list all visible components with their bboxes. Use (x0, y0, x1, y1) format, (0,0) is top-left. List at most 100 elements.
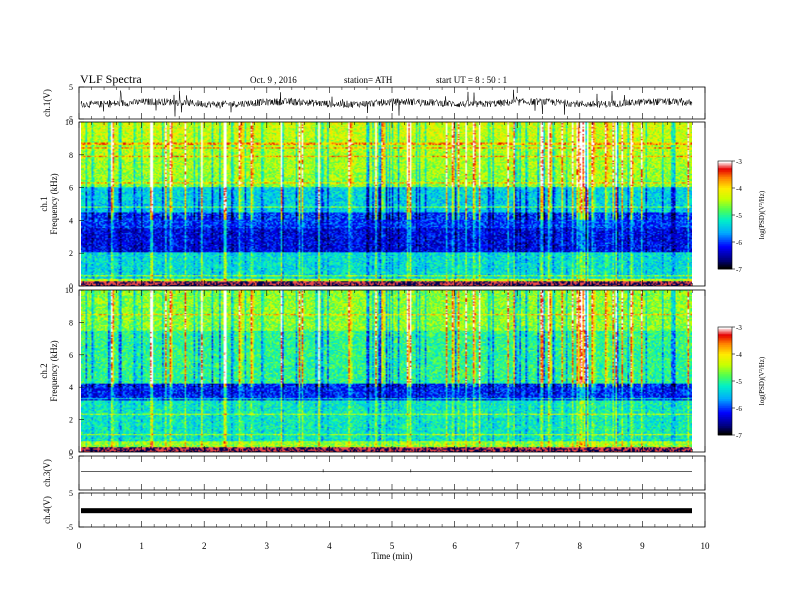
colorbar-swatch (718, 170, 732, 173)
sp1-ylabel-channel: ch.1 (39, 196, 49, 211)
colorbar-tick-label: -7 (736, 432, 742, 440)
time-tick-label: 3 (265, 541, 270, 551)
time-tick-label: 2 (202, 541, 207, 551)
colorbar-swatch (718, 379, 732, 382)
colorbar-swatch (718, 375, 732, 378)
colorbar-swatch (718, 420, 732, 423)
colorbar-swatch (718, 177, 732, 180)
colorbar-swatch (718, 222, 732, 225)
colorbar-swatch (718, 197, 732, 200)
time-axis-label: Time (min) (372, 551, 413, 561)
colorbar-swatch (718, 372, 732, 375)
colorbar-swatch (718, 161, 732, 164)
ch1-waveform-panel: 5 -5 ch.1(V) (42, 83, 706, 124)
colorbar-swatch (718, 240, 732, 243)
colorbar-tick-label: -3 (736, 324, 742, 332)
colorbar-swatch (718, 400, 732, 403)
colorbar-swatch (718, 337, 732, 340)
colorbar-swatch (718, 215, 732, 218)
colorbar-swatch (718, 180, 732, 183)
colorbar-swatch (718, 231, 732, 234)
colorbar-swatch (718, 345, 732, 348)
colorbar-swatch (718, 227, 732, 230)
sp1-ytick-label: 4 (69, 216, 73, 225)
colorbar-swatch (718, 363, 732, 366)
colorbar-swatch (718, 206, 732, 209)
colorbar-swatch (718, 245, 732, 248)
colorbar-swatch (718, 175, 732, 178)
colorbar-swatch (718, 234, 732, 237)
colorbar-swatch (718, 252, 732, 255)
colorbar-swatch (718, 229, 732, 232)
colorbar-swatch (718, 216, 732, 219)
sp1-ytick-label: 8 (69, 151, 73, 160)
colorbar-swatch (718, 413, 732, 416)
colorbar-swatch (718, 418, 732, 421)
colorbar-swatch (718, 204, 732, 207)
colorbar-swatch (718, 364, 732, 367)
time-tick-label: 7 (515, 541, 520, 551)
colorbar-swatch (718, 417, 732, 420)
colorbar-swatch (718, 390, 732, 393)
time-tick-label: 9 (640, 541, 645, 551)
colorbar-swatch (718, 198, 732, 201)
colorbar-tick-label: -4 (736, 185, 742, 193)
colorbar-swatch (718, 267, 732, 270)
header: VLF Spectra Oct. 9 , 2016 station= ATH s… (80, 72, 507, 86)
colorbar-swatch (718, 249, 732, 252)
colorbar-swatch (718, 384, 732, 387)
sp2-ylabel-channel: ch.2 (39, 363, 49, 378)
sp1-ytick-label: 0 (69, 282, 73, 291)
colorbar-swatch (718, 220, 732, 223)
colorbar-swatch (718, 171, 732, 174)
colorbar-swatch (718, 328, 732, 331)
colorbar-swatch (718, 382, 732, 385)
ch3-ytick-label: 5 (69, 452, 73, 461)
colorbar-swatch (718, 243, 732, 246)
colorbar-swatch (718, 254, 732, 257)
colorbar-swatch (718, 182, 732, 185)
colorbar-swatch (718, 411, 732, 414)
colorbar-tick-label: -5 (736, 212, 742, 220)
sp2-ylabel-frequency: Frequency (kHz) (49, 340, 59, 401)
colorbar-swatch (718, 355, 732, 358)
sp1-spectrogram-image (81, 122, 692, 286)
colorbar-swatch (718, 357, 732, 360)
colorbar-swatch (718, 429, 732, 432)
colorbar-swatch (718, 242, 732, 245)
colorbar-swatch (718, 238, 732, 241)
ch4-waveform-panel: 5 -5 ch.4(V) (42, 489, 706, 532)
colorbar-swatch (718, 330, 732, 333)
colorbar-swatch (718, 346, 732, 349)
colorbar-swatch (718, 406, 732, 409)
ch1-ytick-label: -5 (66, 115, 73, 124)
colorbar-swatch (718, 209, 732, 212)
colorbar-swatch (718, 415, 732, 418)
colorbar-swatch (718, 224, 732, 227)
sp2-ytick-label: 0 (69, 448, 73, 457)
colorbar-swatch (718, 431, 732, 434)
colorbar-swatch (718, 189, 732, 192)
colorbar-label: log(PSD)(V²/Hz) (758, 356, 766, 405)
sp1-ytick-label: 10 (65, 118, 73, 127)
colorbar-swatch (718, 236, 732, 239)
colorbar-swatch (718, 354, 732, 357)
colorbar-swatch (718, 426, 732, 429)
sp2-ytick-label: 4 (69, 383, 73, 392)
colorbar-swatch (718, 359, 732, 362)
ch1-ytick-label: 5 (69, 83, 73, 92)
sp1-ytick-label: 2 (69, 249, 73, 258)
colorbar-swatch (718, 399, 732, 402)
colorbar-swatch (718, 402, 732, 405)
colorbar-swatch (718, 188, 732, 191)
colorbar-swatch (718, 334, 732, 337)
colorbar-swatch (718, 422, 732, 425)
colorbar-swatch (718, 391, 732, 394)
colorbar-swatch (718, 409, 732, 412)
colorbar-tick-label: -7 (736, 266, 742, 274)
colorbar-swatch (718, 381, 732, 384)
colorbar-swatch (718, 207, 732, 210)
colorbar-swatch (718, 218, 732, 221)
time-tick-label: 5 (390, 541, 395, 551)
